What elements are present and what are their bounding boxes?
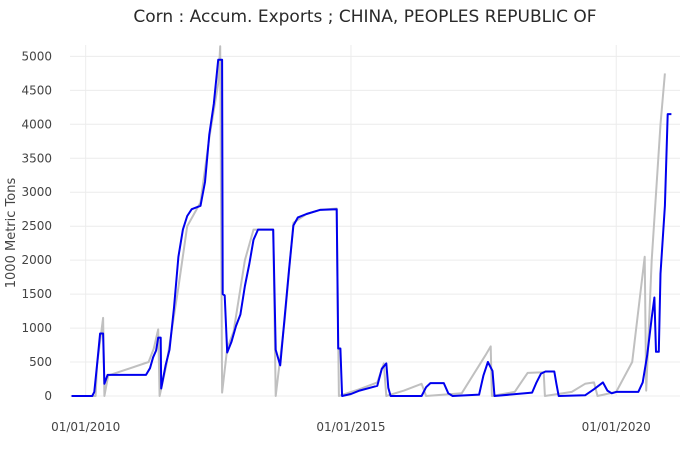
y-tick-label: 3500 xyxy=(21,151,52,165)
x-tick-label: 01/01/2020 xyxy=(582,420,651,434)
x-tick-label: 01/01/2015 xyxy=(316,420,385,434)
y-axis-title: 1000 Metric Tons xyxy=(4,178,19,289)
x-axis-ticks: 01/01/2010 01/01/2015 01/01/2020 xyxy=(51,420,651,434)
y-tick-label: 1500 xyxy=(21,287,52,301)
y-axis-ticks: 0 500 1000 1500 2000 2500 3000 3500 4000 4500 5000 xyxy=(21,49,52,403)
y-tick-label: 2500 xyxy=(21,219,52,233)
series-line-main xyxy=(71,58,672,397)
y-tick-label: 4000 xyxy=(21,117,52,131)
y-tick-label: 5000 xyxy=(21,49,52,63)
y-tick-label: 4500 xyxy=(21,83,52,97)
y-tick-label: 0 xyxy=(44,389,52,403)
y-tick-label: 3000 xyxy=(21,185,52,199)
y-tick-label: 500 xyxy=(29,355,52,369)
y-tick-label: 2000 xyxy=(21,253,52,267)
y-tick-label: 1000 xyxy=(21,321,52,335)
series-lines xyxy=(71,45,672,397)
x-tick-label: 01/01/2010 xyxy=(51,420,120,434)
chart-title: Corn : Accum. Exports ; CHINA, PEOPLES R… xyxy=(133,7,596,27)
